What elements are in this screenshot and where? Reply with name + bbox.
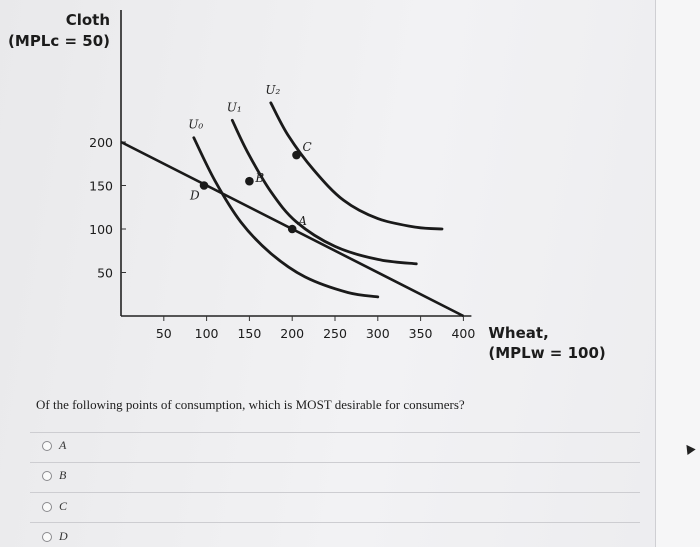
- x-tick-label: 150: [237, 326, 261, 341]
- point-d: [199, 181, 209, 190]
- y-tick-label: 50: [97, 266, 113, 281]
- indifference-curve-u2: [269, 101, 444, 231]
- radio-d[interactable]: [42, 531, 52, 542]
- x-tick-label: 100: [195, 326, 219, 341]
- consumption-points: A B C D: [189, 140, 312, 234]
- indifference-curves: U₀ U₁ U₂: [188, 83, 444, 299]
- option-b[interactable]: B: [42, 468, 66, 483]
- x-tick-label: 350: [409, 326, 433, 341]
- x-tick-label: 400: [451, 326, 475, 341]
- option-divider: [30, 462, 640, 463]
- x-axis-title: Wheat,: [488, 324, 548, 342]
- point-label-a: A: [297, 214, 307, 228]
- curve-label-u1: U₁: [227, 100, 242, 114]
- x-tick-label: 300: [366, 326, 390, 341]
- indifference-curve-u0: [192, 136, 380, 299]
- point-label-b: B: [254, 171, 264, 185]
- curve-label-u2: U₂: [265, 83, 280, 97]
- y-axis-title: (MPLc = 50): [8, 32, 110, 50]
- y-tick-label: 150: [89, 179, 113, 194]
- chart-axes: [120, 10, 472, 317]
- radio-a[interactable]: [42, 440, 52, 451]
- option-a[interactable]: A: [42, 438, 66, 453]
- point-a: [287, 224, 297, 234]
- point-b: [245, 176, 254, 186]
- y-axis-title: Cloth: [66, 11, 110, 29]
- y-tick-label: 200: [89, 135, 113, 150]
- x-tick-label: 250: [323, 326, 347, 341]
- question-text: Of the following points of consumption, …: [36, 397, 465, 412]
- radio-c[interactable]: [42, 501, 52, 512]
- chart-text: Cloth (MPLc = 50) Wheat, (MPLw = 100): [8, 11, 606, 362]
- option-d-label: D: [59, 529, 68, 543]
- option-divider: [30, 522, 640, 523]
- point-c: [292, 150, 301, 160]
- radio-b[interactable]: [42, 470, 52, 481]
- x-axis-title: (MPLw = 100): [488, 344, 605, 362]
- point-label-d: D: [189, 189, 200, 203]
- option-b-label: B: [59, 468, 67, 482]
- option-c[interactable]: C: [42, 499, 67, 514]
- option-a-label: A: [59, 438, 67, 452]
- y-tick-label: 100: [89, 222, 113, 237]
- option-divider: [30, 432, 640, 433]
- option-d[interactable]: D: [42, 529, 68, 544]
- indifference-curve-u1: [230, 118, 418, 266]
- window-edge: [655, 0, 700, 547]
- option-divider: [30, 492, 640, 493]
- point-label-c: C: [302, 140, 311, 154]
- x-tick-label: 50: [156, 326, 172, 341]
- x-tick-label: 200: [280, 326, 304, 341]
- axis-ticks: 50 100 150 200 250 300 350 400 50 100 150 200: [89, 135, 475, 341]
- option-c-label: C: [59, 499, 68, 513]
- curve-label-u0: U₀: [188, 118, 203, 132]
